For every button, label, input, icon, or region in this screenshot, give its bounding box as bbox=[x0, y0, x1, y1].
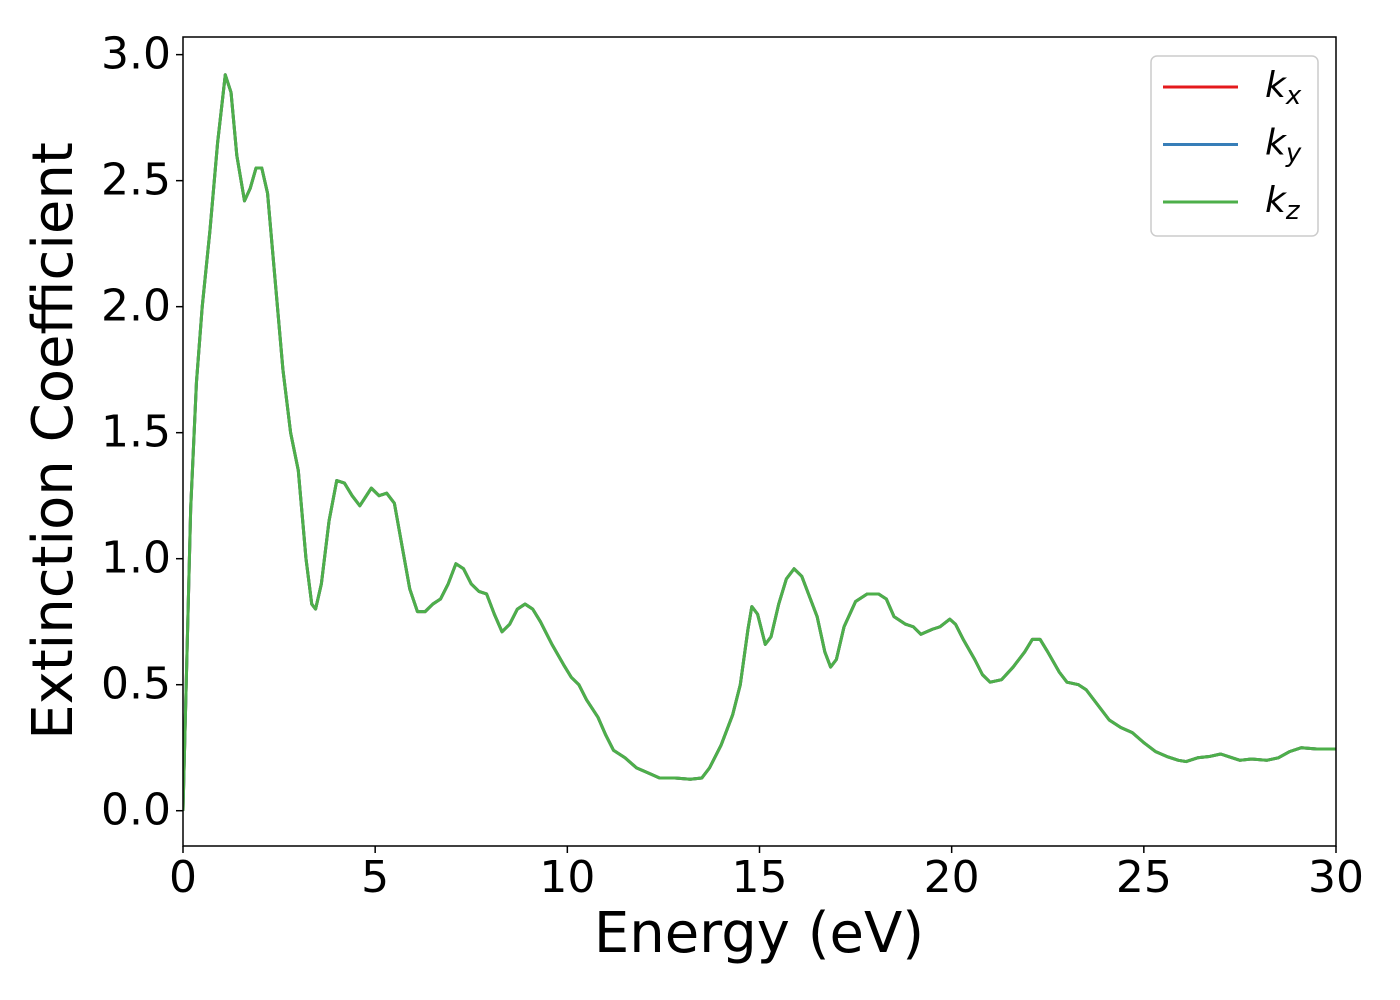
y-tick-label: 1.5 bbox=[101, 407, 171, 458]
y-tick-label: 1.0 bbox=[101, 533, 171, 584]
legend-label: ky bbox=[1265, 123, 1302, 169]
y-tick-label: 0.5 bbox=[101, 659, 171, 710]
x-axis-label: Energy (eV) bbox=[594, 901, 924, 966]
legend: kx ky kz bbox=[1150, 55, 1319, 237]
plot-frame bbox=[182, 36, 1337, 847]
y-axis-label: Extinction Coefficient bbox=[21, 142, 86, 740]
x-tick-label: 25 bbox=[1116, 852, 1172, 903]
legend-label: kz bbox=[1265, 180, 1301, 226]
x-tick-label: 0 bbox=[169, 852, 197, 903]
x-tick-label: 30 bbox=[1308, 852, 1364, 903]
y-tick-label: 3.0 bbox=[101, 29, 171, 80]
x-tick-label: 10 bbox=[539, 852, 595, 903]
data-line bbox=[183, 73, 1336, 811]
y-tick-label: 0.0 bbox=[101, 785, 171, 836]
y-tick-label: 2.5 bbox=[101, 155, 171, 206]
x-tick-label: 15 bbox=[732, 852, 788, 903]
y-tick-label: 2.0 bbox=[101, 281, 171, 332]
legend-label: kx bbox=[1265, 65, 1302, 111]
x-tick-label: 20 bbox=[924, 852, 980, 903]
x-tick-label: 5 bbox=[361, 852, 389, 903]
